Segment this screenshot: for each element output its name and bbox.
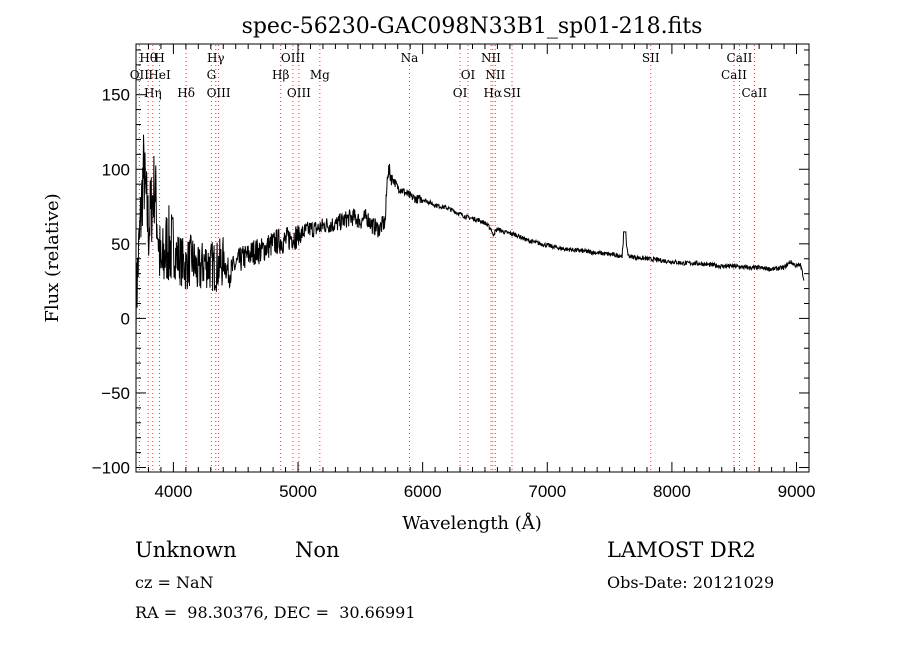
y-axis-label: Flux (relative)	[42, 193, 63, 322]
x-tick-label: 4000	[154, 482, 192, 501]
redshift-cz: cz = NaN	[135, 573, 214, 592]
line-label: OIII	[281, 51, 305, 65]
line-label: Na	[401, 51, 419, 65]
line-label: OIII	[207, 86, 231, 100]
line-label: NII	[485, 68, 505, 82]
y-tick-label: 150	[102, 86, 130, 105]
x-tick-label: 5000	[279, 482, 317, 501]
line-label: OI	[453, 86, 468, 100]
y-tick-label: 100	[102, 160, 130, 179]
line-label: Mg	[310, 68, 330, 82]
line-label: NII	[481, 51, 501, 65]
line-label: OIII	[287, 86, 311, 100]
x-axis: 4000 5000 6000 7000 8000 9000	[147, 44, 816, 501]
x-tick-label: 9000	[778, 482, 816, 501]
y-axis: −100 −50 0 50 100 150	[92, 49, 809, 478]
line-label: OI	[461, 68, 476, 82]
coordinates: RA = 98.30376, DEC = 30.66991	[135, 603, 416, 622]
line-label: Hγ	[207, 51, 225, 65]
y-tick-label: −50	[101, 384, 130, 403]
line-label: Hδ	[177, 86, 195, 100]
line-labels: Hθ OII Hη H HeI Hδ Hγ G OIII OIII Hβ OIII Mg Na OI OI NI…	[130, 51, 768, 100]
x-tick-label: 7000	[528, 482, 566, 501]
line-markers	[138, 45, 755, 471]
line-label: G	[207, 68, 217, 82]
observation-date: Obs-Date: 20121029	[607, 573, 775, 592]
line-label: OII	[130, 68, 150, 82]
y-tick-label: 0	[121, 309, 130, 328]
line-label: Hθ	[139, 51, 157, 65]
survey-name: LAMOST DR2	[607, 538, 756, 562]
x-tick-label: 8000	[653, 482, 691, 501]
line-label: CaII	[721, 68, 747, 82]
line-label: CaII	[727, 51, 753, 65]
y-tick-label: 50	[111, 235, 130, 254]
spectrum-series	[135, 134, 805, 345]
chart-title: spec-56230-GAC098N33B1_sp01-218.fits	[242, 14, 703, 39]
line-label: Hβ	[272, 68, 289, 82]
line-label: HeI	[148, 68, 171, 82]
x-axis-label: Wavelength (Å)	[402, 512, 542, 534]
x-tick-label: 6000	[404, 482, 442, 501]
line-label: CaII	[741, 86, 767, 100]
line-label: Hα	[484, 86, 503, 100]
object-class: Unknown	[135, 538, 237, 562]
y-tick-label: −100	[92, 459, 130, 478]
spectrum-line	[135, 134, 805, 345]
object-subclass: Non	[295, 538, 340, 562]
line-label: H	[154, 51, 164, 65]
line-label: Hη	[144, 86, 162, 100]
line-label: SII	[503, 86, 521, 100]
line-label: SII	[642, 51, 660, 65]
